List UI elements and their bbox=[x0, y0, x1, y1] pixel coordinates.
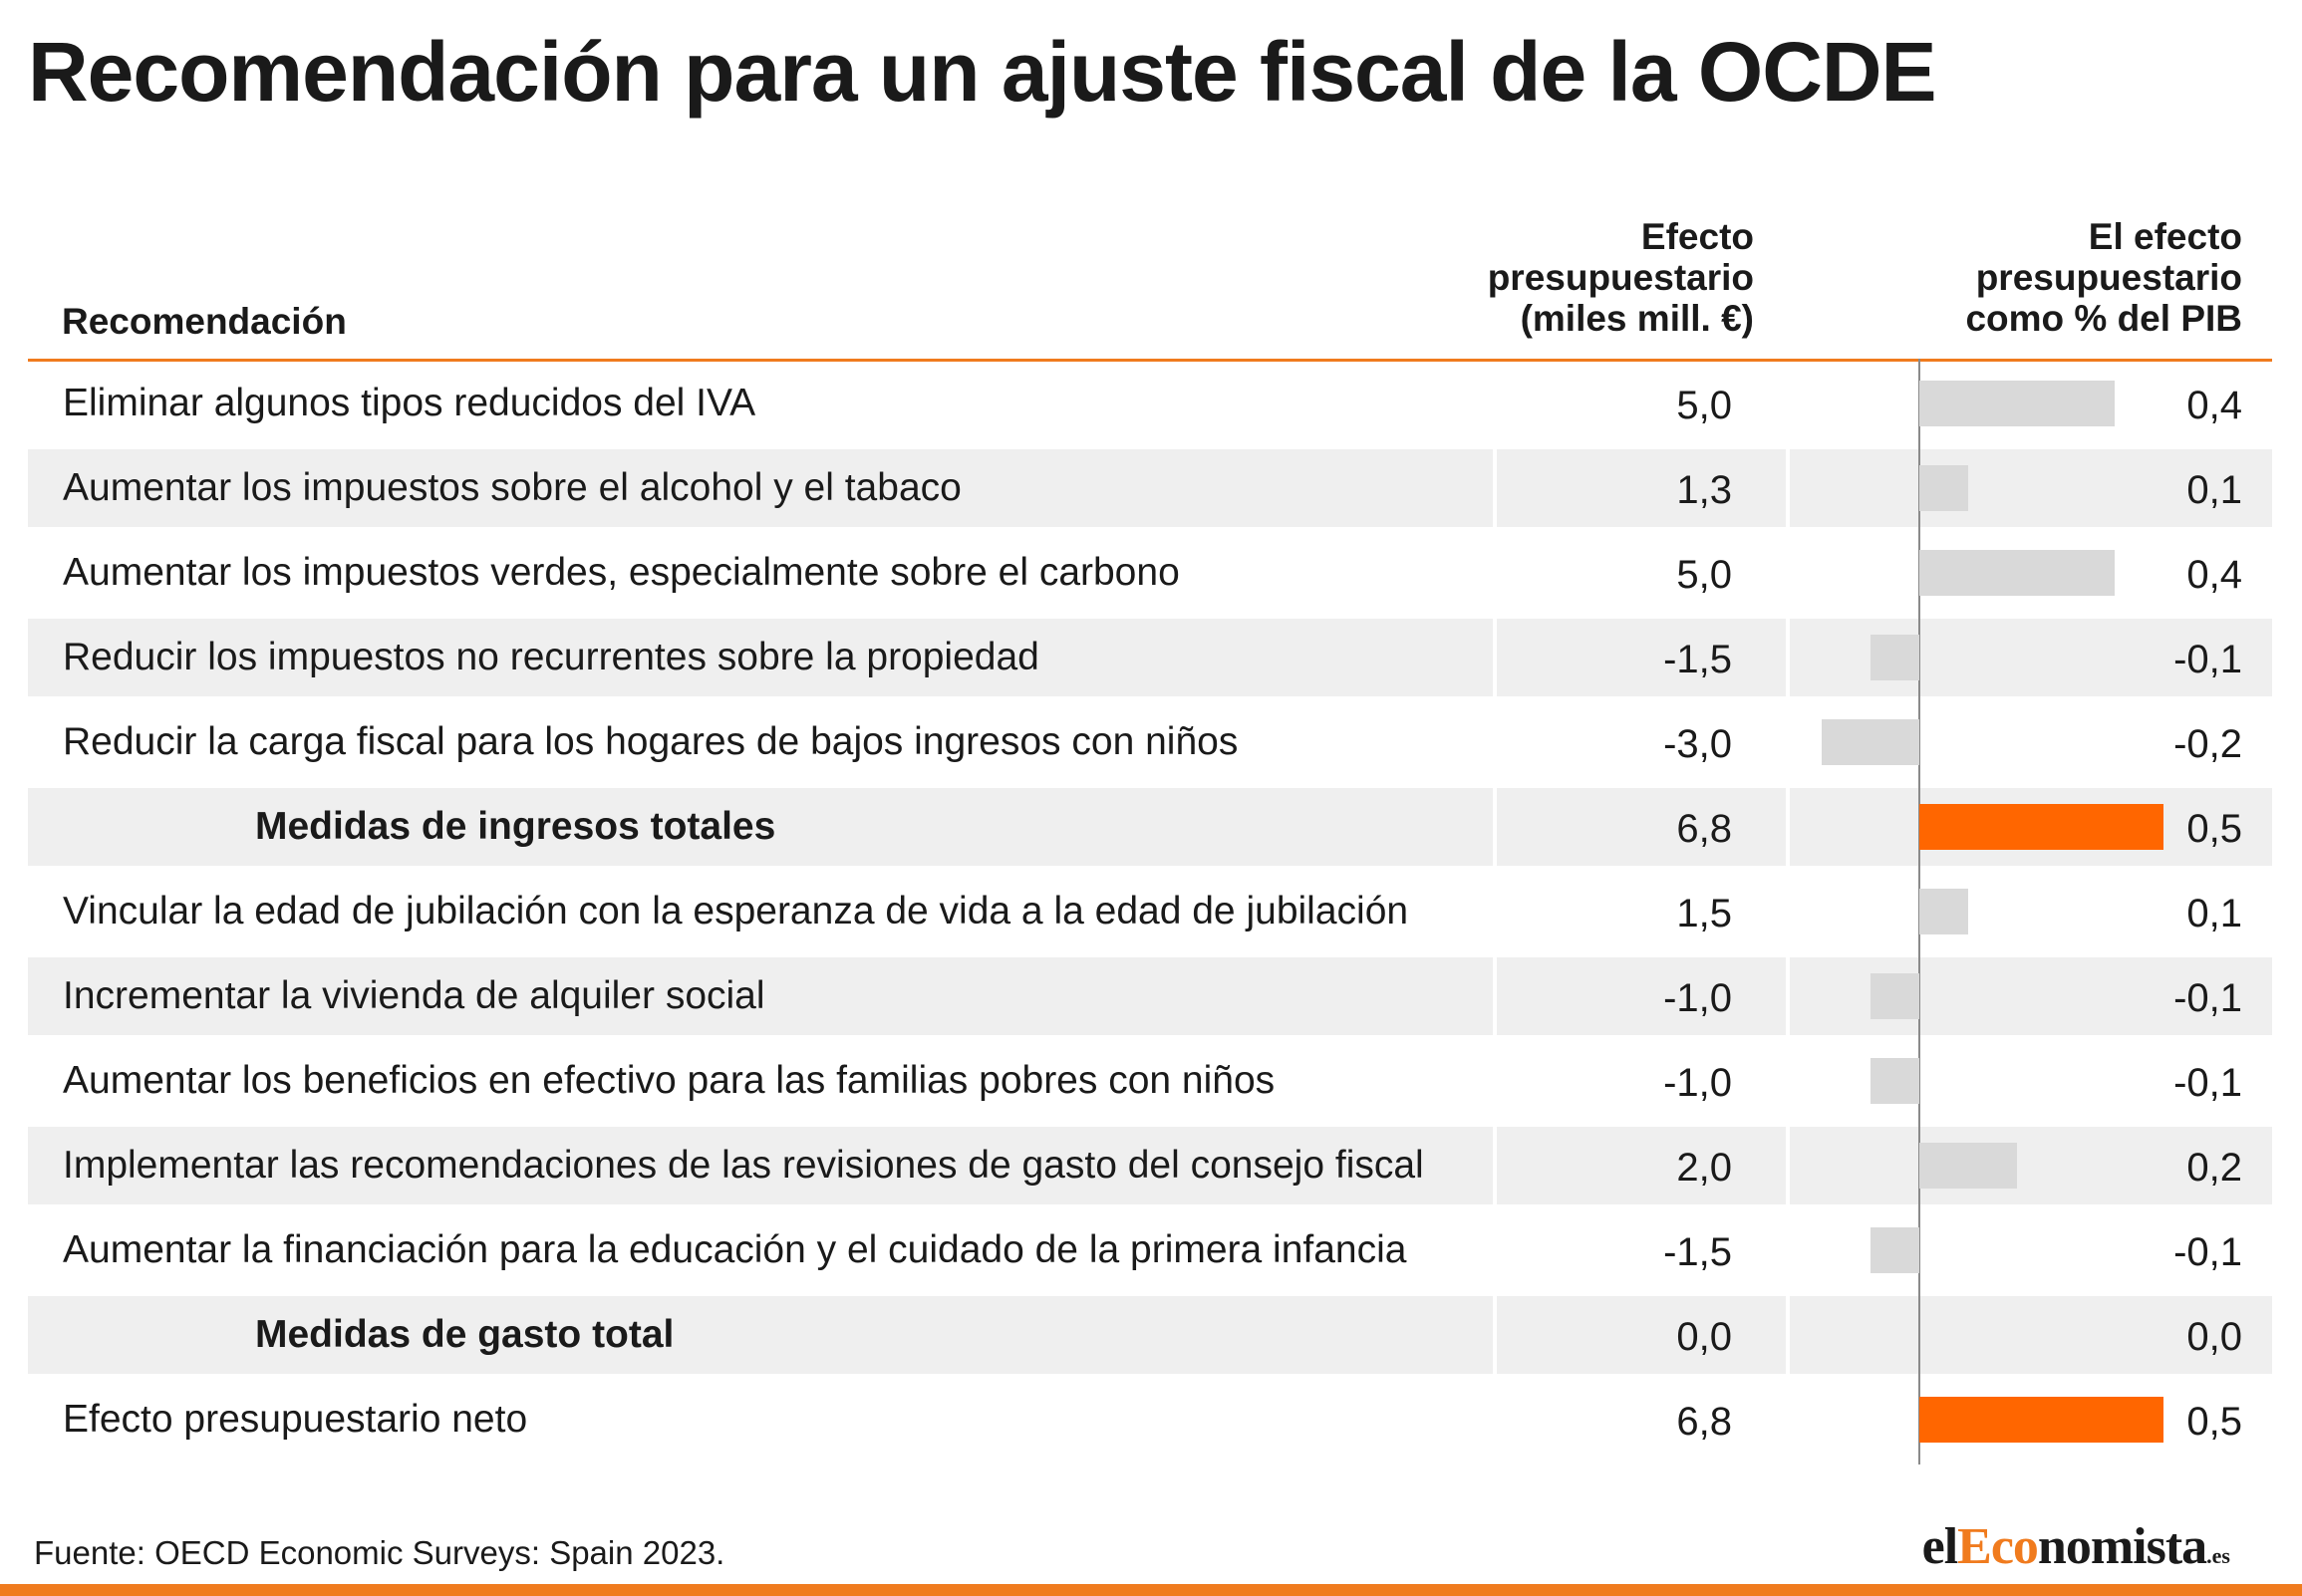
row-cell-background bbox=[1790, 619, 2272, 696]
table-row: Eliminar algunos tipos reducidos del IVA… bbox=[28, 365, 2272, 442]
bar bbox=[1870, 635, 1919, 680]
row-pib-value: 0,4 bbox=[2186, 553, 2242, 597]
bar bbox=[1822, 719, 1919, 765]
row-effect-value: 2,0 bbox=[1676, 1146, 1732, 1190]
row-pib-value: 0,2 bbox=[2186, 1146, 2242, 1190]
header-pib-line-1: El efecto bbox=[2088, 216, 2242, 257]
bar bbox=[1919, 889, 1968, 934]
header-pib-line-2: presupuestario bbox=[1975, 257, 2242, 298]
bottom-accent-bar bbox=[0, 1584, 2302, 1596]
row-label: Aumentar los impuestos verdes, especialm… bbox=[63, 551, 1180, 594]
table-total-row: Medidas de gasto total 0,0 0,0 bbox=[28, 1296, 2272, 1374]
row-label: Eliminar algunos tipos reducidos del IVA bbox=[63, 382, 756, 424]
row-effect-value: 0,0 bbox=[1676, 1315, 1732, 1359]
row-pib-value: 0,5 bbox=[2186, 807, 2242, 851]
bar bbox=[1870, 973, 1919, 1019]
table-row: Implementar las recomendaciones de las r… bbox=[28, 1127, 2272, 1204]
row-pib-value: -0,1 bbox=[2173, 1061, 2242, 1105]
row-cell-background bbox=[1497, 619, 1786, 696]
row-label: Aumentar los beneficios en efectivo para… bbox=[63, 1059, 1276, 1102]
row-effect-value: 6,8 bbox=[1676, 1400, 1732, 1444]
row-cell-background bbox=[1790, 957, 2272, 1035]
row-label: Medidas de gasto total bbox=[255, 1313, 675, 1356]
row-pib-value: 0,4 bbox=[2186, 384, 2242, 427]
row-cell-background bbox=[1497, 449, 1786, 527]
row-label: Incrementar la vivienda de alquiler soci… bbox=[63, 974, 765, 1017]
bar bbox=[1919, 465, 1968, 511]
row-effect-value: -1,5 bbox=[1663, 1230, 1732, 1274]
row-label: Implementar las recomendaciones de las r… bbox=[63, 1144, 1424, 1187]
row-cell-background bbox=[28, 957, 1493, 1035]
row-pib-value: 0,0 bbox=[2186, 1315, 2242, 1359]
eleconomista-logo: elEconomista.es bbox=[1921, 1518, 2230, 1575]
row-pib-value: -0,1 bbox=[2173, 638, 2242, 681]
header-efecto: Efecto presupuestario (miles mill. €) bbox=[1335, 216, 1754, 339]
header-recomendacion: Recomendación bbox=[62, 301, 347, 342]
row-label: Reducir los impuestos no recurrentes sob… bbox=[63, 636, 1039, 678]
bar bbox=[1919, 1143, 2017, 1189]
row-cell-background bbox=[1497, 1296, 1786, 1374]
header-efecto-line-2: presupuestario bbox=[1487, 257, 1754, 298]
table-row: Aumentar la financiación para la educaci… bbox=[28, 1211, 2272, 1289]
header-efecto-line-1: Efecto bbox=[1640, 216, 1754, 257]
table-row: Reducir los impuestos no recurrentes sob… bbox=[28, 619, 2272, 696]
row-pib-value: 0,1 bbox=[2186, 468, 2242, 512]
row-label: Aumentar la financiación para la educaci… bbox=[63, 1228, 1407, 1271]
row-pib-value: 0,5 bbox=[2186, 1400, 2242, 1444]
row-effect-value: 5,0 bbox=[1676, 553, 1732, 597]
table-row: Aumentar los impuestos verdes, especialm… bbox=[28, 534, 2272, 612]
source-note: Fuente: OECD Economic Surveys: Spain 202… bbox=[34, 1534, 725, 1571]
row-effect-value: -1,0 bbox=[1663, 1061, 1732, 1105]
header-pib-line-3: como % del PIB bbox=[1965, 298, 2242, 339]
row-cell-background bbox=[28, 619, 1493, 696]
row-cell-background bbox=[1497, 788, 1786, 866]
table-row: Efecto presupuestario neto 6,8 0,5 bbox=[28, 1381, 2272, 1459]
header-pib: El efecto presupuestario como % del PIB bbox=[1824, 216, 2242, 339]
row-cell-background bbox=[1790, 1296, 2272, 1374]
row-cell-background bbox=[1790, 449, 2272, 527]
table-row: Incrementar la vivienda de alquiler soci… bbox=[28, 957, 2272, 1035]
table-row: Vincular la edad de jubilación con la es… bbox=[28, 873, 2272, 950]
row-effect-value: 1,3 bbox=[1676, 468, 1732, 512]
row-label: Efecto presupuestario neto bbox=[63, 1398, 528, 1441]
row-label: Vincular la edad de jubilación con la es… bbox=[63, 890, 1409, 932]
row-cell-background bbox=[28, 1127, 1493, 1204]
row-cell-background bbox=[28, 449, 1493, 527]
row-label: Aumentar los impuestos sobre el alcohol … bbox=[63, 466, 962, 509]
row-effect-value: -3,0 bbox=[1663, 722, 1732, 766]
table-row: Aumentar los impuestos sobre el alcohol … bbox=[28, 449, 2272, 527]
row-effect-value: -1,5 bbox=[1663, 638, 1732, 681]
table-row: Aumentar los beneficios en efectivo para… bbox=[28, 1042, 2272, 1120]
row-pib-value: -0,2 bbox=[2173, 722, 2242, 766]
row-cell-background bbox=[1497, 957, 1786, 1035]
bar bbox=[1919, 550, 2115, 596]
total-bar bbox=[1919, 1397, 2163, 1443]
row-label: Medidas de ingresos totales bbox=[255, 805, 776, 848]
row-cell-background bbox=[28, 788, 1493, 866]
table-row: Reducir la carga fiscal para los hogares… bbox=[28, 703, 2272, 781]
header-efecto-line-3: (miles mill. €) bbox=[1520, 298, 1754, 339]
row-pib-value: -0,1 bbox=[2173, 976, 2242, 1020]
row-cell-background bbox=[1790, 1127, 2272, 1204]
row-label: Reducir la carga fiscal para los hogares… bbox=[63, 720, 1239, 763]
total-bar bbox=[1919, 804, 2163, 850]
row-effect-value: 5,0 bbox=[1676, 384, 1732, 427]
bar bbox=[1870, 1058, 1919, 1104]
row-cell-background bbox=[28, 1296, 1493, 1374]
row-effect-value: -1,0 bbox=[1663, 976, 1732, 1020]
row-pib-value: -0,1 bbox=[2173, 1230, 2242, 1274]
row-effect-value: 6,8 bbox=[1676, 807, 1732, 851]
chart-title: Recomendación para un ajuste fiscal de l… bbox=[28, 25, 1937, 119]
row-pib-value: 0,1 bbox=[2186, 892, 2242, 935]
bar bbox=[1870, 1227, 1919, 1273]
header-divider bbox=[28, 359, 2272, 362]
row-effect-value: 1,5 bbox=[1676, 892, 1732, 935]
row-cell-background bbox=[1497, 1127, 1786, 1204]
bar bbox=[1919, 381, 2115, 426]
